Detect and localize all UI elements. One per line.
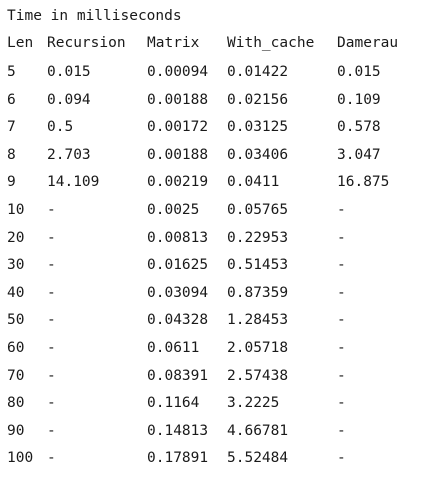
header-len: Len [7, 35, 34, 51]
damerau-cell: - [337, 201, 346, 218]
matrix-cell: 0.14813 [147, 422, 209, 439]
with-cache-cell: 0.87359 [227, 284, 289, 301]
damerau-cell: - [337, 229, 346, 246]
len-cell: 50 [7, 312, 25, 329]
matrix-cell: 0.1164 [147, 395, 200, 412]
len-cell: 8 [7, 146, 16, 163]
damerau-cell: - [337, 367, 346, 384]
damerau-cell: 0.109 [337, 91, 381, 108]
table-row: 60 - 0.0611 2.05718 - [7, 335, 417, 363]
damerau-cell: 0.578 [337, 119, 381, 136]
table-row: 40 - 0.03094 0.87359 - [7, 280, 417, 308]
matrix-cell: 0.17891 [147, 450, 209, 467]
len-cell: 9 [7, 174, 16, 191]
len-cell: 80 [7, 395, 25, 412]
matrix-cell: 0.00094 [147, 64, 209, 80]
with-cache-cell: 1.28453 [227, 312, 289, 329]
with-cache-cell: 0.01422 [227, 64, 289, 80]
matrix-cell: 0.00172 [147, 119, 209, 136]
damerau-cell: - [337, 450, 346, 467]
len-cell: 30 [7, 257, 25, 274]
recursion-cell: 0.5 [47, 119, 74, 136]
with-cache-cell: 3.2225 [227, 395, 280, 412]
len-cell: 10 [7, 201, 25, 218]
matrix-cell: 0.03094 [147, 284, 209, 301]
recursion-cell: - [47, 312, 56, 329]
with-cache-cell: 0.03125 [227, 119, 289, 136]
recursion-cell: - [47, 201, 56, 218]
damerau-cell: - [337, 339, 346, 356]
with-cache-cell: 0.05765 [227, 201, 289, 218]
with-cache-cell: 0.22953 [227, 229, 289, 246]
with-cache-cell: 0.51453 [227, 257, 289, 274]
matrix-cell: 0.08391 [147, 367, 209, 384]
header-damerau: Damerau [337, 35, 399, 51]
recursion-cell: 14.109 [47, 174, 100, 191]
matrix-cell: 0.00188 [147, 146, 209, 163]
len-cell: 6 [7, 91, 16, 108]
with-cache-cell: 0.0411 [227, 174, 280, 191]
matrix-cell: 0.01625 [147, 257, 209, 274]
recursion-cell: - [47, 422, 56, 439]
header-matrix: Matrix [147, 35, 200, 51]
header-recursion: Recursion [47, 35, 126, 51]
with-cache-cell: 5.52484 [227, 450, 289, 467]
table-row: 30 - 0.01625 0.51453 - [7, 252, 417, 280]
recursion-cell: 0.015 [47, 64, 91, 80]
output-title: Time in milliseconds [7, 8, 182, 24]
len-cell: 90 [7, 422, 25, 439]
matrix-cell: 0.00188 [147, 91, 209, 108]
table-row: 50 - 0.04328 1.28453 - [7, 307, 417, 335]
with-cache-cell: 0.03406 [227, 146, 289, 163]
damerau-cell: 0.015 [337, 64, 381, 80]
recursion-cell: 0.094 [47, 91, 91, 108]
console-output: Time in milliseconds Len Recursion Matri… [7, 5, 417, 473]
recursion-cell: - [47, 284, 56, 301]
table-row: 90 - 0.14813 4.66781 - [7, 418, 417, 446]
damerau-cell: 3.047 [337, 146, 381, 163]
with-cache-cell: 2.05718 [227, 339, 289, 356]
table-row: 8 2.703 0.00188 0.03406 3.047 [7, 142, 417, 170]
recursion-cell: - [47, 450, 56, 467]
table-row: 6 0.094 0.00188 0.02156 0.109 [7, 87, 417, 115]
matrix-cell: 0.00219 [147, 174, 209, 191]
damerau-cell: 16.875 [337, 174, 390, 191]
damerau-cell: - [337, 395, 346, 412]
with-cache-cell: 4.66781 [227, 422, 289, 439]
len-cell: 40 [7, 284, 25, 301]
recursion-cell: - [47, 257, 56, 274]
len-cell: 100 [7, 450, 34, 467]
header-with-cache: With_cache [227, 35, 315, 51]
table-row: 9 14.109 0.00219 0.0411 16.875 [7, 169, 417, 197]
len-cell: 20 [7, 229, 25, 246]
recursion-cell: - [47, 395, 56, 412]
matrix-cell: 0.0611 [147, 339, 200, 356]
len-cell: 60 [7, 339, 25, 356]
matrix-cell: 0.0025 [147, 201, 200, 218]
matrix-cell: 0.00813 [147, 229, 209, 246]
len-cell: 5 [7, 64, 16, 80]
damerau-cell: - [337, 257, 346, 274]
len-cell: 70 [7, 367, 25, 384]
table-row: 20 - 0.00813 0.22953 - [7, 225, 417, 253]
recursion-cell: - [47, 339, 56, 356]
damerau-cell: - [337, 284, 346, 301]
matrix-cell: 0.04328 [147, 312, 209, 329]
recursion-cell: 2.703 [47, 146, 91, 163]
damerau-cell: - [337, 312, 346, 329]
table-row: 70 - 0.08391 2.57438 - [7, 363, 417, 391]
table-body: 5 0.015 0.00094 0.01422 0.015 6 0.094 0.00188 0.… [7, 59, 417, 473]
with-cache-cell: 2.57438 [227, 367, 289, 384]
table-row: 7 0.5 0.00172 0.03125 0.578 [7, 114, 417, 142]
table-row: 80 - 0.1164 3.2225 - [7, 390, 417, 418]
recursion-cell: - [47, 229, 56, 246]
with-cache-cell: 0.02156 [227, 91, 289, 108]
table-header: Len Recursion Matrix With_cache Damerau [7, 28, 417, 59]
recursion-cell: - [47, 367, 56, 384]
table-row: 10 - 0.0025 0.05765 - [7, 197, 417, 225]
damerau-cell: - [337, 422, 346, 439]
len-cell: 7 [7, 119, 16, 136]
table-row: 5 0.015 0.00094 0.01422 0.015 [7, 59, 417, 87]
table-row: 100-0.17891 5.52484- [7, 445, 417, 473]
